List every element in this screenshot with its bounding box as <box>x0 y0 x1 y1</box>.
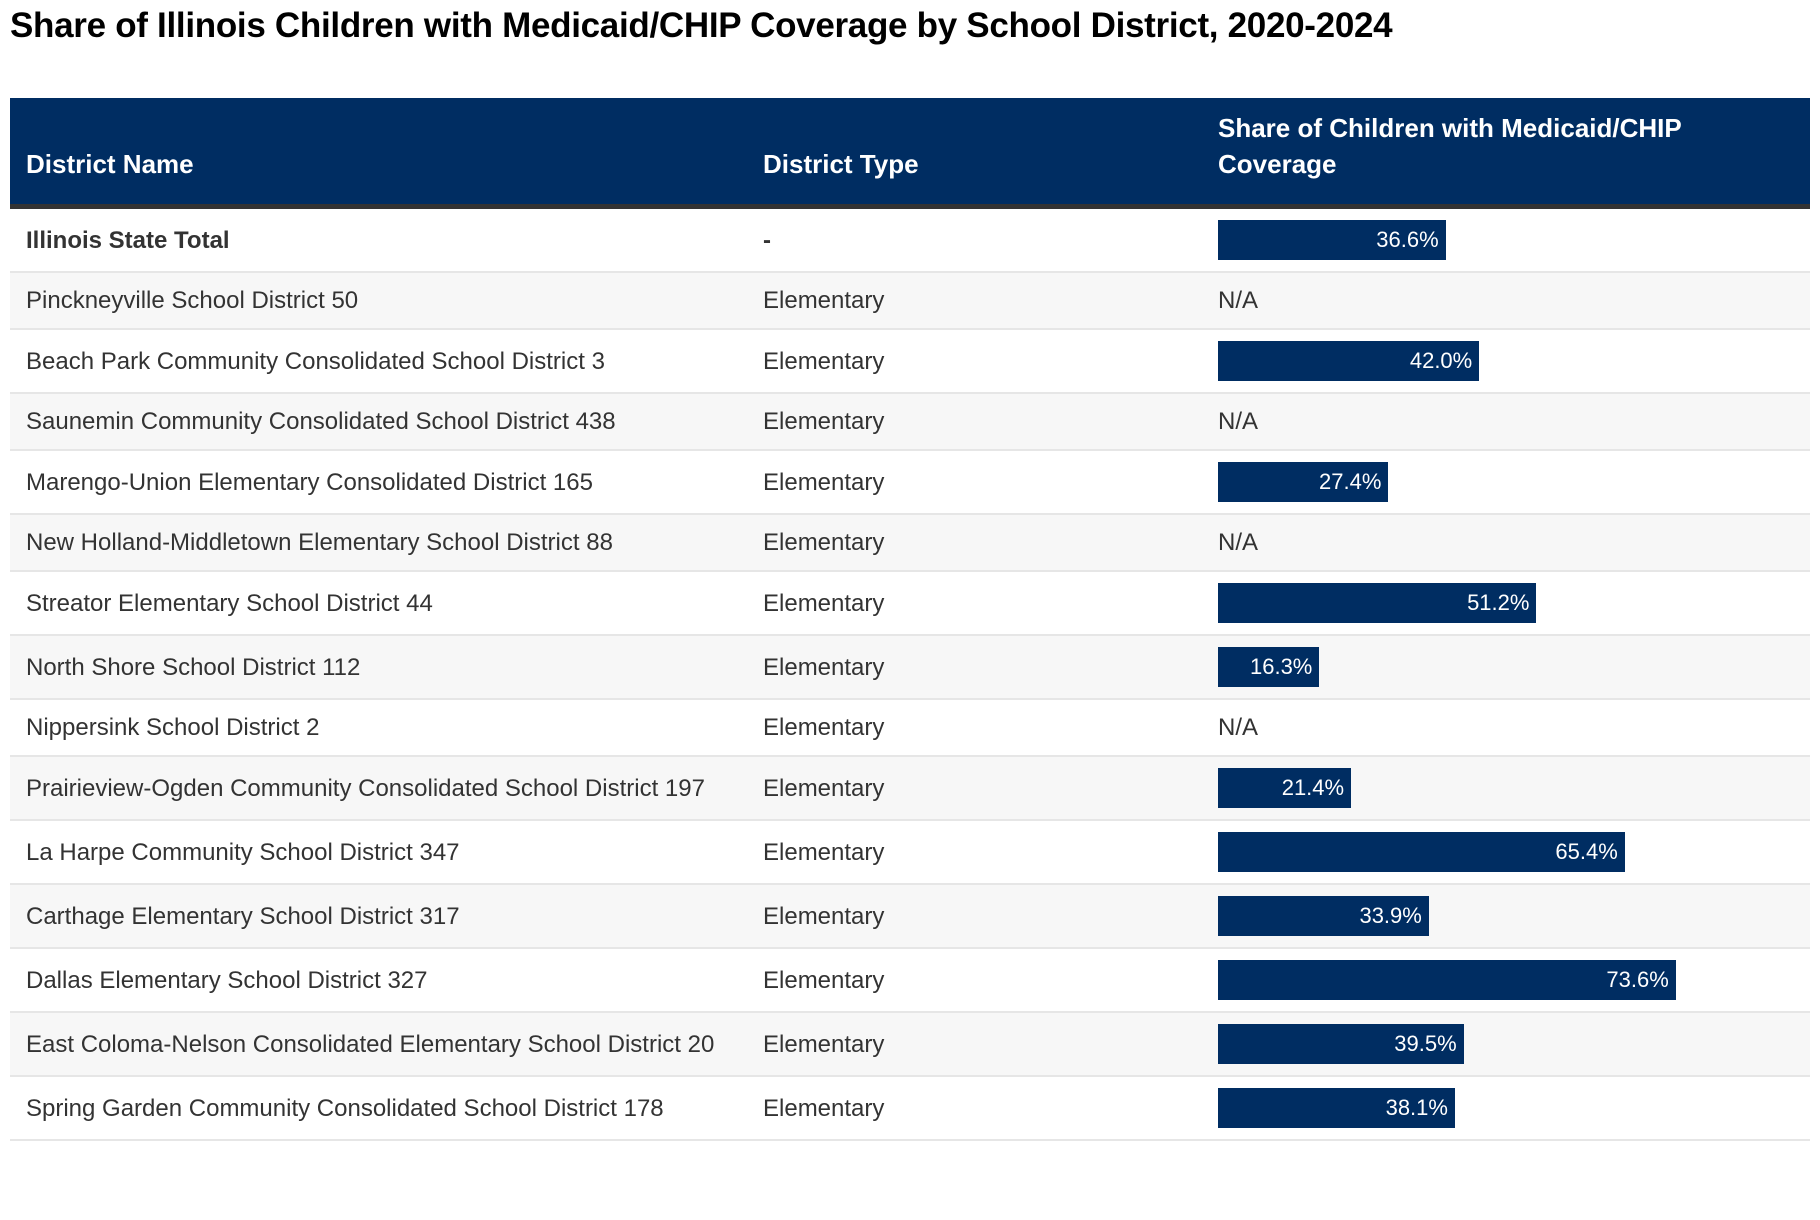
share-cell: 51.2% <box>1202 571 1810 636</box>
share-cell: 33.9% <box>1202 884 1810 949</box>
district-type: Elementary <box>747 1012 1202 1077</box>
table-row: East Coloma-Nelson Consolidated Elementa… <box>10 1012 1810 1077</box>
table-row: Carthage Elementary School District 317 E… <box>10 884 1810 949</box>
share-bar: 36.6% <box>1218 220 1446 260</box>
district-name: East Coloma-Nelson Consolidated Elementa… <box>10 1012 747 1077</box>
column-header-district-name[interactable]: District Name <box>10 98 747 209</box>
share-bar: 39.5% <box>1218 1024 1464 1064</box>
share-cell: N/A <box>1202 272 1810 330</box>
district-type: Elementary <box>747 1076 1202 1141</box>
district-type: - <box>747 206 1202 273</box>
district-type: Elementary <box>747 272 1202 330</box>
table-row: New Holland-Middletown Elementary School… <box>10 514 1810 572</box>
page-title: Share of Illinois Children with Medicaid… <box>10 6 1393 45</box>
share-bar: 21.4% <box>1218 768 1352 808</box>
share-cell: 65.4% <box>1202 820 1810 885</box>
district-name: Streator Elementary School District 44 <box>10 571 747 636</box>
share-cell: N/A <box>1202 699 1810 757</box>
share-cell: 27.4% <box>1202 450 1810 515</box>
share-bar: 33.9% <box>1218 896 1429 936</box>
district-name: Carthage Elementary School District 317 <box>10 884 747 949</box>
share-cell: 21.4% <box>1202 756 1810 821</box>
table-row: Streator Elementary School District 44 El… <box>10 571 1810 636</box>
table-row-state-total: Illinois State Total -36.6% <box>10 206 1810 273</box>
table-row: Prairieview-Ogden Community Consolidated… <box>10 756 1810 821</box>
table-header-row: District Name District Type Share of Chi… <box>10 98 1810 209</box>
column-header-share[interactable]: Share of Children with Medicaid/CHIP Cov… <box>1202 98 1810 209</box>
district-name: Saunemin Community Consolidated School D… <box>10 393 747 451</box>
district-table: District Name District Type Share of Chi… <box>10 98 1810 1141</box>
district-type: Elementary <box>747 450 1202 515</box>
district-type: Elementary <box>747 884 1202 949</box>
district-type: Elementary <box>747 820 1202 885</box>
district-name: New Holland-Middletown Elementary School… <box>10 514 747 572</box>
share-na-label: N/A <box>1218 529 1259 556</box>
share-cell: 38.1% <box>1202 1076 1810 1141</box>
share-na-label: N/A <box>1218 408 1259 435</box>
district-name: La Harpe Community School District 347 <box>10 820 747 885</box>
district-name: Pinckneyville School District 50 <box>10 272 747 330</box>
district-name: Prairieview-Ogden Community Consolidated… <box>10 756 747 821</box>
table-row: Spring Garden Community Consolidated Sch… <box>10 1076 1810 1141</box>
table-row: Nippersink School District 2 Elementary N/… <box>10 699 1810 757</box>
share-cell: 39.5% <box>1202 1012 1810 1077</box>
district-name: Marengo-Union Elementary Consolidated Di… <box>10 450 747 515</box>
share-cell: 73.6% <box>1202 948 1810 1013</box>
share-bar: 65.4% <box>1218 832 1625 872</box>
share-na-label: N/A <box>1218 714 1259 741</box>
district-name: North Shore School District 112 <box>10 635 747 700</box>
district-type: Elementary <box>747 329 1202 394</box>
district-type: Elementary <box>747 756 1202 821</box>
share-cell: 42.0% <box>1202 329 1810 394</box>
share-cell: 36.6% <box>1202 206 1810 273</box>
column-header-district-type[interactable]: District Type <box>747 98 1202 209</box>
table-row: Beach Park Community Consolidated School… <box>10 329 1810 394</box>
table-row: Marengo-Union Elementary Consolidated Di… <box>10 450 1810 515</box>
share-na-label: N/A <box>1218 287 1259 314</box>
share-bar: 38.1% <box>1218 1088 1455 1128</box>
share-cell: N/A <box>1202 393 1810 451</box>
district-type: Elementary <box>747 514 1202 572</box>
table-row: La Harpe Community School District 347 El… <box>10 820 1810 885</box>
district-name: Nippersink School District 2 <box>10 699 747 757</box>
table-row: Dallas Elementary School District 327 Ele… <box>10 948 1810 1013</box>
share-bar: 73.6% <box>1218 960 1676 1000</box>
district-name: Spring Garden Community Consolidated Sch… <box>10 1076 747 1141</box>
table-row: Saunemin Community Consolidated School D… <box>10 393 1810 451</box>
district-name: Beach Park Community Consolidated School… <box>10 329 747 394</box>
share-bar: 51.2% <box>1218 583 1537 623</box>
share-bar: 16.3% <box>1218 647 1320 687</box>
share-bar: 42.0% <box>1218 341 1480 381</box>
district-type: Elementary <box>747 699 1202 757</box>
share-cell: 16.3% <box>1202 635 1810 700</box>
share-cell: N/A <box>1202 514 1810 572</box>
table-row: Pinckneyville School District 50 Elementa… <box>10 272 1810 330</box>
district-type: Elementary <box>747 393 1202 451</box>
table-row: North Shore School District 112 Elementar… <box>10 635 1810 700</box>
district-type: Elementary <box>747 635 1202 700</box>
district-name: Illinois State Total <box>10 206 747 273</box>
district-type: Elementary <box>747 948 1202 1013</box>
share-bar: 27.4% <box>1218 462 1389 502</box>
district-type: Elementary <box>747 571 1202 636</box>
district-name: Dallas Elementary School District 327 <box>10 948 747 1013</box>
